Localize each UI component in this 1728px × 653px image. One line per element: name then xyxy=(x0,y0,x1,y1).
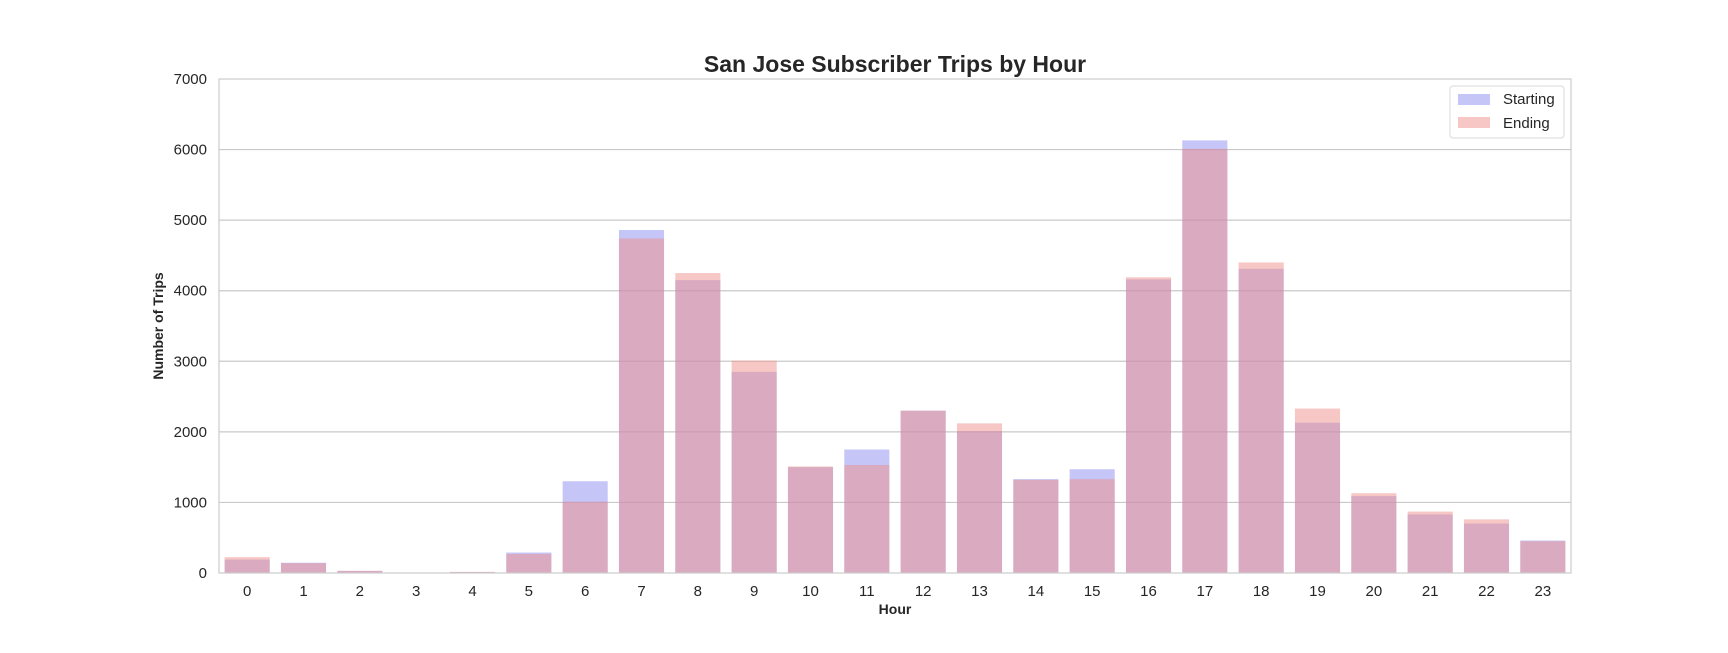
y-tick-label: 3000 xyxy=(174,353,207,370)
bar-ending-hour-17 xyxy=(1182,149,1227,573)
x-tick-label: 9 xyxy=(750,583,758,600)
legend-label-ending: Ending xyxy=(1503,115,1550,132)
x-tick-label: 20 xyxy=(1365,583,1382,600)
y-tick-label: 2000 xyxy=(174,424,207,441)
legend: Starting Ending xyxy=(1450,86,1564,138)
x-tick-label: 15 xyxy=(1084,583,1101,600)
bar-ending-hour-22 xyxy=(1464,519,1509,573)
bar-ending-hour-18 xyxy=(1239,262,1284,573)
bar-ending-hour-7 xyxy=(619,238,664,573)
x-tick-label: 4 xyxy=(468,583,476,600)
x-tick-label: 1 xyxy=(299,583,307,600)
x-tick-label: 16 xyxy=(1140,583,1157,600)
x-tick-label: 23 xyxy=(1534,583,1551,600)
y-tick-label: 1000 xyxy=(174,494,207,511)
y-axis-label: Number of Trips xyxy=(150,272,166,380)
bars xyxy=(225,140,1566,573)
bar-ending-hour-16 xyxy=(1126,277,1171,573)
x-tick-label: 13 xyxy=(971,583,988,600)
bar-ending-hour-1 xyxy=(281,563,326,573)
bar-ending-hour-8 xyxy=(675,273,720,573)
y-tick-label: 6000 xyxy=(174,142,207,159)
bar-ending-hour-21 xyxy=(1408,512,1453,573)
legend-label-starting: Starting xyxy=(1503,91,1555,108)
bar-ending-hour-10 xyxy=(788,466,833,573)
x-tick-label: 21 xyxy=(1422,583,1439,600)
bar-ending-hour-23 xyxy=(1520,541,1565,573)
gridlines xyxy=(219,150,1571,503)
bar-ending-hour-11 xyxy=(844,465,889,573)
x-tick-label: 14 xyxy=(1027,583,1044,600)
bar-ending-hour-6 xyxy=(563,502,608,573)
x-tick-label: 7 xyxy=(637,583,645,600)
legend-swatch-starting xyxy=(1458,94,1490,105)
x-tick-label: 12 xyxy=(915,583,932,600)
bar-ending-hour-20 xyxy=(1351,493,1396,573)
x-tick-label: 0 xyxy=(243,583,251,600)
x-tick-label: 6 xyxy=(581,583,589,600)
y-tick-label: 4000 xyxy=(174,283,207,300)
bar-ending-hour-15 xyxy=(1070,479,1115,573)
y-tick-labels: 0 1000 2000 3000 4000 5000 6000 7000 xyxy=(174,71,207,582)
y-tick-label: 5000 xyxy=(174,212,207,229)
y-tick-label: 0 xyxy=(199,565,207,582)
bar-ending-hour-9 xyxy=(732,361,777,573)
y-tick-label: 7000 xyxy=(174,71,207,88)
legend-swatch-ending xyxy=(1458,117,1490,128)
bar-ending-hour-19 xyxy=(1295,409,1340,573)
x-tick-label: 2 xyxy=(356,583,364,600)
x-tick-label: 11 xyxy=(859,583,875,600)
x-axis-label: Hour xyxy=(879,601,912,617)
bar-ending-hour-14 xyxy=(1013,480,1058,573)
bar-ending-hour-5 xyxy=(506,554,551,573)
x-tick-label: 5 xyxy=(525,583,533,600)
bar-ending-hour-12 xyxy=(901,411,946,573)
x-tick-label: 22 xyxy=(1478,583,1495,600)
chart-title: San Jose Subscriber Trips by Hour xyxy=(704,51,1086,77)
bar-ending-hour-13 xyxy=(957,423,1002,573)
x-tick-label: 10 xyxy=(802,583,819,600)
x-tick-label: 17 xyxy=(1196,583,1213,600)
bar-ending-hour-0 xyxy=(225,557,270,573)
x-tick-label: 3 xyxy=(412,583,420,600)
x-tick-label: 8 xyxy=(694,583,702,600)
x-tick-label: 19 xyxy=(1309,583,1326,600)
x-tick-label: 18 xyxy=(1253,583,1270,600)
